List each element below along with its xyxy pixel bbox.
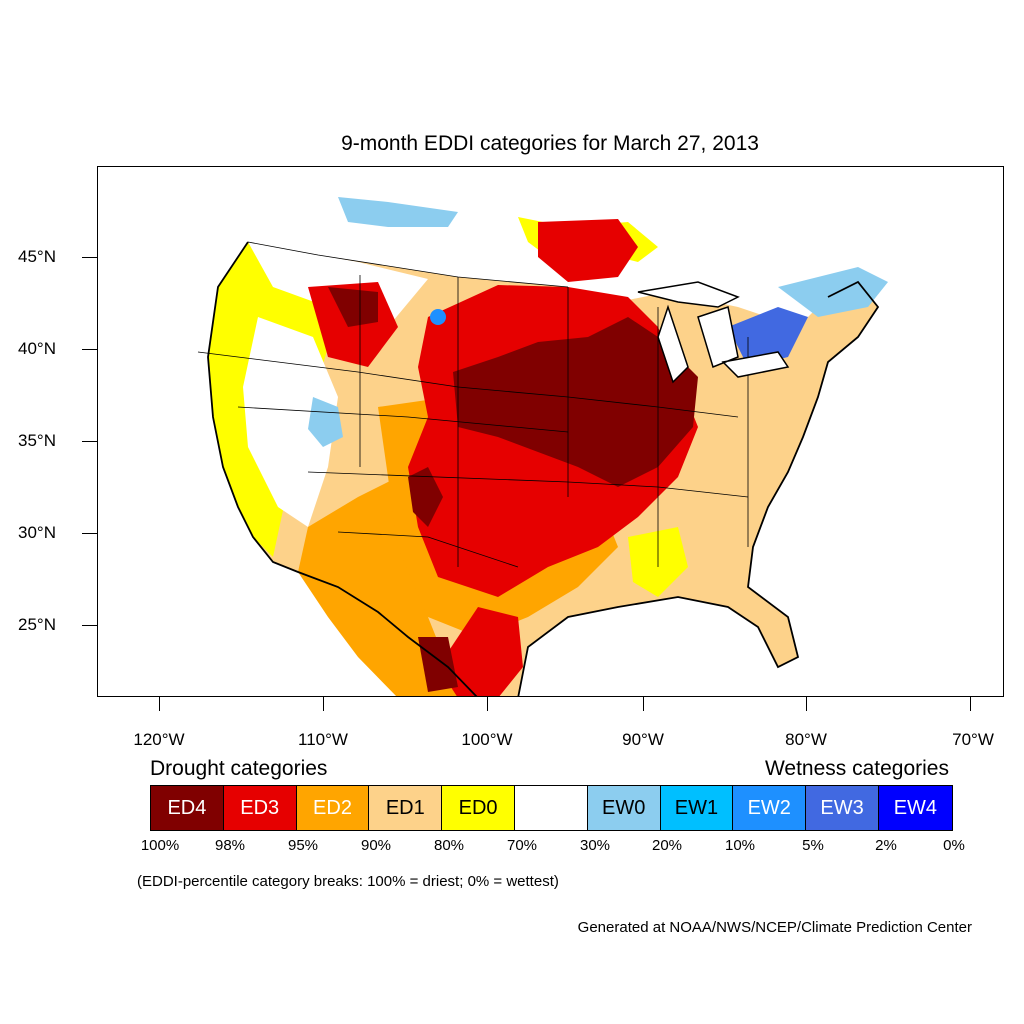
- lat-label-40: 40°N: [18, 339, 56, 358]
- dakota-red: [538, 219, 638, 282]
- lon-label-110: 110°W: [298, 730, 348, 749]
- break-label: 70%: [506, 837, 538, 854]
- legend-color-bar: ED4 ED3 ED2 ED1 ED0 EW0 EW1 EW2 EW3 EW4: [150, 785, 953, 831]
- break-label: 5%: [802, 837, 824, 854]
- wetness-heading: Wetness categories: [764, 757, 949, 780]
- lat-label-30: 30°N: [18, 523, 56, 542]
- category-note: (EDDI-percentile category breaks: 100% =…: [137, 873, 559, 890]
- break-label: 30%: [579, 837, 611, 854]
- legend-box-ed0: ED0: [442, 786, 515, 830]
- legend-box-ed2: ED2: [296, 786, 370, 830]
- lat-label-25: 25°N: [18, 615, 56, 634]
- legend-box-ed1: ED1: [369, 786, 443, 830]
- legend-box-ew4: EW4: [878, 786, 952, 830]
- state-boundaries: [197, 241, 749, 568]
- break-label: 0%: [943, 837, 965, 854]
- lat-tick-45: [82, 257, 97, 258]
- break-label: 95%: [287, 837, 319, 854]
- eddi-map: [197, 197, 888, 696]
- credit-line: Generated at NOAA/NWS/NCEP/Climate Predi…: [577, 919, 972, 936]
- lon-tick-80: [806, 697, 807, 711]
- lat-tick-30: [82, 533, 97, 534]
- lon-label-70: 70°W: [952, 730, 994, 749]
- legend-box-neutral: [514, 786, 588, 830]
- northeast-lightblue: [778, 267, 888, 317]
- great-basin-white: [243, 317, 338, 527]
- montana-wet: [338, 197, 458, 227]
- lon-tick-90: [643, 697, 644, 711]
- lon-tick-120: [159, 697, 160, 711]
- break-label: 2%: [875, 837, 897, 854]
- central-darkred: [453, 317, 698, 487]
- map-title: 9-month EDDI categories for March 27, 20…: [341, 132, 759, 155]
- southtx-darkred: [418, 637, 458, 692]
- legend-box-ew3: EW3: [806, 786, 879, 830]
- montana-darkred: [328, 287, 378, 327]
- lat-tick-40: [82, 349, 97, 350]
- lon-tick-70: [970, 697, 971, 711]
- map-panel: [97, 166, 1004, 697]
- lat-tick-35: [82, 441, 97, 442]
- lon-label-120: 120°W: [133, 730, 185, 749]
- lon-tick-100: [487, 697, 488, 711]
- legend-box-ed4: ED4: [151, 786, 224, 830]
- drought-heading: Drought categories: [150, 757, 328, 780]
- lon-label-100: 100°W: [461, 730, 513, 749]
- texas-red: [438, 607, 523, 696]
- break-label: 90%: [360, 837, 392, 854]
- lat-label-45: 45°N: [18, 247, 56, 266]
- great-lakes-outline: [637, 281, 790, 384]
- legend-box-ed3: ED3: [223, 786, 297, 830]
- wet-nevada: [308, 397, 343, 447]
- coastline: [207, 241, 880, 696]
- lat-tick-25: [82, 625, 97, 626]
- legend-box-ew0: EW0: [587, 786, 661, 830]
- break-label: 80%: [433, 837, 465, 854]
- lon-tick-110: [323, 697, 324, 711]
- legend-box-ew2: EW2: [733, 786, 807, 830]
- newmexico-darkred: [408, 467, 443, 527]
- lat-label-35: 35°N: [18, 431, 56, 450]
- idaho-wet-dot: [430, 309, 446, 325]
- lon-label-90: 90°W: [622, 730, 664, 749]
- legend-box-ew1: EW1: [660, 786, 734, 830]
- break-label: 100%: [140, 837, 180, 854]
- lon-label-80: 80°W: [785, 730, 827, 749]
- break-label: 10%: [724, 837, 756, 854]
- break-label: 98%: [214, 837, 246, 854]
- break-label: 20%: [651, 837, 683, 854]
